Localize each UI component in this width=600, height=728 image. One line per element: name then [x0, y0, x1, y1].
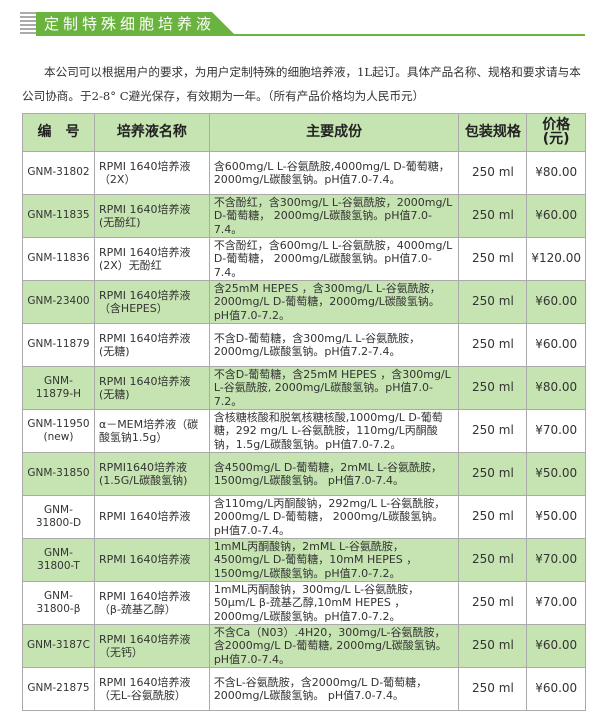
product-ingredients: 不含Ca（N03）.4H20，300mg/L-谷氨酰胺，含2000mg/L D-…	[208, 624, 460, 668]
product-price: ¥50.00	[526, 452, 586, 496]
product-price: ¥80.00	[526, 366, 586, 410]
table-row: GNM-11835 RPMI 1640培养液(无酚红) 不含酚红，含300mg/L …	[22, 194, 586, 238]
package-size: 250 ml	[458, 667, 528, 711]
product-id: GNM-21875	[22, 667, 95, 711]
product-id: GNM-31800-T	[22, 538, 95, 582]
table-row: GNM-21875 RPMI 1640培养液（无L-谷氨酰胺） 不含L-谷氨酰胺，含…	[22, 667, 586, 711]
header-price: 价格(元)	[526, 113, 586, 152]
product-ingredients: 不含酚红，含300mg/L L-谷氨酰胺，2000mg/L D-葡萄糖， 200…	[208, 194, 460, 238]
product-id: GNM-23400	[22, 280, 95, 324]
product-price: ¥60.00	[526, 194, 586, 238]
package-size: 250 ml	[458, 409, 528, 453]
product-name: RPMI 1640培养液（β-巯基乙醇）	[93, 581, 210, 625]
product-id: GNM-3187C	[22, 624, 95, 668]
product-id: GNM-11836	[22, 237, 95, 281]
title-stripes-decoration	[20, 12, 36, 36]
product-ingredients: 不含D-葡萄糖，含300mg/L L-谷氨酰胺，2000mg/L碳酸氢钠。pH值…	[208, 323, 460, 367]
product-ingredients: 不含酚红，含600mg/L L-谷氨酰胺，4000mg/L D-葡萄糖， 200…	[208, 237, 460, 281]
product-name: RPMI 1640培养液（无钙）	[93, 624, 210, 668]
product-price: ¥70.00	[526, 581, 586, 625]
product-name: RPMI 1640培养液(无糖)	[93, 366, 210, 410]
intro-paragraph: 本公司可以根据用户的要求，为用户定制特殊的细胞培养液，1L起订。具体产品名称、规…	[22, 65, 581, 103]
table-row: GNM-31800-β RPMI 1640培养液（β-巯基乙醇） 1mML丙酮酸钠，…	[22, 581, 586, 625]
product-id: GNM-11879-H	[22, 366, 95, 410]
product-name: RPMI 1640培养液（含HEPES）	[93, 280, 210, 324]
package-size: 250 ml	[458, 237, 528, 281]
package-size: 250 ml	[458, 538, 528, 582]
package-size: 250 ml	[458, 151, 528, 195]
product-price: ¥120.00	[526, 237, 586, 281]
product-price: ¥60.00	[526, 624, 586, 668]
table-row: GNM-3187C RPMI 1640培养液（无钙） 不含Ca（N03）.4H20，…	[22, 624, 586, 668]
product-price: ¥70.00	[526, 538, 586, 582]
product-name: RPMI 1640培养液	[93, 495, 210, 539]
product-ingredients: 1mML丙酮酸钠，300mg/L L-谷氨酰胺，50μm/L β-巯基乙醇,10…	[208, 581, 460, 625]
table-row: GNM-23400 RPMI 1640培养液（含HEPES） 含25mM HEPES…	[22, 280, 586, 324]
table-row: GNM-31800-T RPMI 1640培养液 1mML丙酮酸钠，2mML L-谷…	[22, 538, 586, 582]
product-table: 编 号 培养液名称 主要成份 包装规格 价格(元) GNM-31802 RPMI …	[22, 113, 586, 711]
product-id: GNM-11879	[22, 323, 95, 367]
table-row: GNM-31800-D RPMI 1640培养液 含110mg/L丙酮酸钠，292m…	[22, 495, 586, 539]
product-name: α－MEM培养液（碳酸氢钠1.5g）	[93, 409, 210, 453]
product-ingredients: 含600mg/L L-谷氨酰胺,4000mg/L D-葡萄糖，2000mg/L碳…	[208, 151, 460, 195]
table-row: GNM-11879 RPMI 1640培养液(无糖) 不含D-葡萄糖，含300mg/…	[22, 323, 586, 367]
product-price: ¥60.00	[526, 280, 586, 324]
package-size: 250 ml	[458, 366, 528, 410]
product-name: RPMI 1640培养液	[93, 538, 210, 582]
package-size: 250 ml	[458, 624, 528, 668]
header-ingredients: 主要成份	[208, 113, 460, 152]
header-size: 包装规格	[458, 113, 528, 152]
product-name: RPMI 1640培养液(无糖)	[93, 323, 210, 367]
product-ingredients: 含110mg/L丙酮酸钠，292mg/L L-谷氨酰胺，2000mg/L D-葡…	[208, 495, 460, 539]
product-id: GNM-11950 (new)	[22, 409, 95, 453]
header-id: 编 号	[22, 113, 95, 152]
package-size: 250 ml	[458, 323, 528, 367]
product-name: RPMI 1640培养液（无L-谷氨酰胺）	[93, 667, 210, 711]
header-name: 培养液名称	[93, 113, 210, 152]
product-name: RPMI 1640培养液（2X）	[93, 151, 210, 195]
product-price: ¥80.00	[526, 151, 586, 195]
product-ingredients: 含核糖核酸和脱氧核糖核酸,1000mg/L D-葡萄糖，292 mg/L L-谷…	[208, 409, 460, 453]
table-row: GNM-11950 (new) α－MEM培养液（碳酸氢钠1.5g） 含核糖核酸和脱…	[22, 409, 586, 453]
table-row: GNM-11879-H RPMI 1640培养液(无糖) 不含D-葡萄糖，含25mM…	[22, 366, 586, 410]
package-size: 250 ml	[458, 280, 528, 324]
product-id: GNM-31800-D	[22, 495, 95, 539]
product-price: ¥50.00	[526, 495, 586, 539]
product-ingredients: 含4500mg/L D-葡萄糖，2mML L-谷氨酰胺，1500mg/L碳酸氢钠…	[208, 452, 460, 496]
product-id: GNM-31800-β	[22, 581, 95, 625]
product-price: ¥60.00	[526, 323, 586, 367]
product-price: ¥70.00	[526, 409, 586, 453]
table-row: GNM-31850 RPMI1640培养液(1.5G/L碳酸氢钠) 含4500mg/…	[22, 452, 586, 496]
product-id: GNM-31802	[22, 151, 95, 195]
package-size: 250 ml	[458, 495, 528, 539]
section-title: 定制特殊细胞培养液	[36, 12, 236, 36]
product-id: GNM-31850	[22, 452, 95, 496]
product-name: RPMI 1640培养液(2X）无酚红	[93, 237, 210, 281]
product-ingredients: 不含D-葡萄糖，含25mM HEPES ，含300mg/L L-谷氨酰胺, 20…	[208, 366, 460, 410]
title-underline	[230, 34, 585, 36]
package-size: 250 ml	[458, 452, 528, 496]
product-ingredients: 含25mM HEPES ，含300mg/L L-谷氨酰胺，2000mg/L D-…	[208, 280, 460, 324]
package-size: 250 ml	[458, 581, 528, 625]
product-name: RPMI1640培养液(1.5G/L碳酸氢钠)	[93, 452, 210, 496]
table-header-row: 编 号 培养液名称 主要成份 包装规格 价格(元)	[22, 113, 586, 152]
product-id: GNM-11835	[22, 194, 95, 238]
table-row: GNM-11836 RPMI 1640培养液(2X）无酚红 不含酚红，含600mg/…	[22, 237, 586, 281]
product-ingredients: 1mML丙酮酸钠，2mML L-谷氨酰胺，4500mg/L D-葡萄糖，10mM…	[208, 538, 460, 582]
product-ingredients: 不含L-谷氨酰胺，含2000mg/L D-葡萄糖，2000mg/L碳酸氢钠。 p…	[208, 667, 460, 711]
product-price: ¥60.00	[526, 667, 586, 711]
table-row: GNM-31802 RPMI 1640培养液（2X） 含600mg/L L-谷氨酰胺…	[22, 151, 586, 195]
product-name: RPMI 1640培养液(无酚红)	[93, 194, 210, 238]
package-size: 250 ml	[458, 194, 528, 238]
